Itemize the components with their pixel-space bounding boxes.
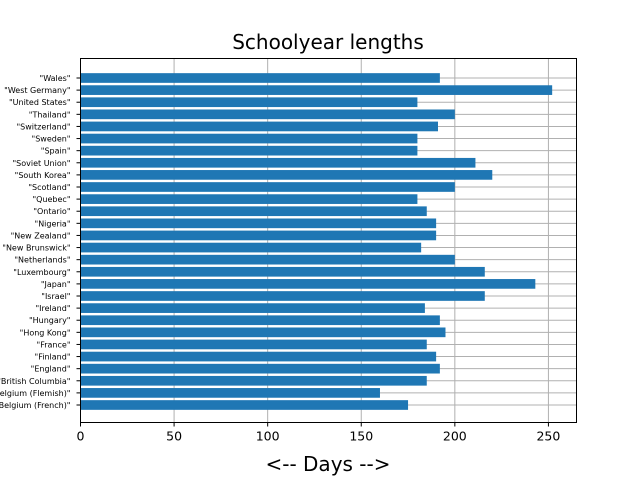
bars	[80, 73, 553, 410]
x-axis-label: <-- Days -->	[265, 452, 390, 476]
x-tick-label: 200	[443, 429, 467, 444]
bar	[80, 375, 427, 386]
bar	[80, 351, 437, 362]
bar	[80, 121, 438, 132]
bar	[80, 279, 536, 289]
y-tick-label: "Wales"	[40, 74, 71, 83]
x-axis-ticks: 0 50 100 150 200 250	[77, 422, 560, 444]
bar	[80, 303, 425, 313]
bar	[80, 85, 553, 95]
y-tick-label: "Japan"	[41, 280, 71, 289]
x-tick-label: 50	[166, 429, 182, 444]
bar	[80, 388, 380, 398]
bar	[80, 266, 485, 277]
y-tick-label: "Soviet Union"	[12, 159, 70, 168]
bar	[80, 230, 437, 241]
chart-title: Schoolyear lengths	[232, 30, 424, 54]
bar	[80, 194, 418, 204]
bar	[80, 109, 455, 120]
bar	[80, 315, 440, 326]
y-tick-label: "Spain"	[41, 147, 71, 156]
y-tick-label: "Belgium (French)"	[0, 401, 71, 410]
bar	[80, 327, 446, 338]
y-tick-label: "Belgium (Flemish)"	[0, 389, 71, 398]
y-tick-label: "Netherlands"	[14, 256, 70, 265]
x-tick-label: 150	[349, 429, 373, 444]
plot-frame	[80, 58, 577, 423]
y-tick-label: "Ontario"	[33, 207, 70, 216]
y-tick-label: "Nigeria"	[35, 219, 71, 228]
x-tick-label: 100	[256, 429, 280, 444]
bar	[80, 182, 455, 192]
bar	[80, 145, 418, 156]
y-tick-label: "England"	[31, 365, 71, 374]
y-tick-label: "Finland"	[35, 353, 71, 362]
y-tick-label: "Hong Kong"	[20, 328, 71, 337]
y-tick-label: "West Germany"	[4, 86, 70, 95]
y-tick-label: "Quebec"	[32, 195, 70, 204]
bar	[80, 206, 427, 217]
bar	[80, 363, 440, 374]
y-tick-label: "Luxembourg"	[13, 268, 70, 277]
y-tick-label: "New Zealand"	[11, 231, 71, 240]
y-tick-label: "Israel"	[41, 292, 70, 301]
bar	[80, 97, 418, 108]
bar	[80, 242, 422, 253]
y-tick-label: "Sweden"	[32, 135, 71, 144]
y-tick-label: "Hungary"	[29, 316, 71, 325]
x-tick-label: 0	[77, 429, 85, 444]
bar	[80, 73, 440, 83]
bar	[80, 157, 476, 168]
y-tick-label: "France"	[37, 340, 71, 349]
bar	[80, 339, 427, 350]
y-tick-label: "British Columbia"	[0, 377, 71, 386]
bar	[80, 400, 409, 410]
bar	[80, 291, 485, 301]
y-tick-label: "United States"	[9, 98, 71, 107]
y-tick-label: "Thailand"	[29, 110, 71, 119]
y-tick-label: "Switzerland"	[16, 122, 70, 131]
bar	[80, 218, 437, 229]
bar	[80, 133, 418, 144]
bar	[80, 254, 455, 265]
y-axis-ticks: "Wales" "West Germany" "United States" "Tha…	[0, 74, 81, 410]
y-tick-label: "Ireland"	[35, 304, 70, 313]
y-tick-label: "Scotland"	[28, 183, 70, 192]
y-tick-label: "New Brunswick"	[2, 244, 70, 253]
y-tick-label: "South Korea"	[15, 171, 71, 180]
x-tick-label: 250	[536, 429, 560, 444]
bar	[80, 170, 493, 180]
